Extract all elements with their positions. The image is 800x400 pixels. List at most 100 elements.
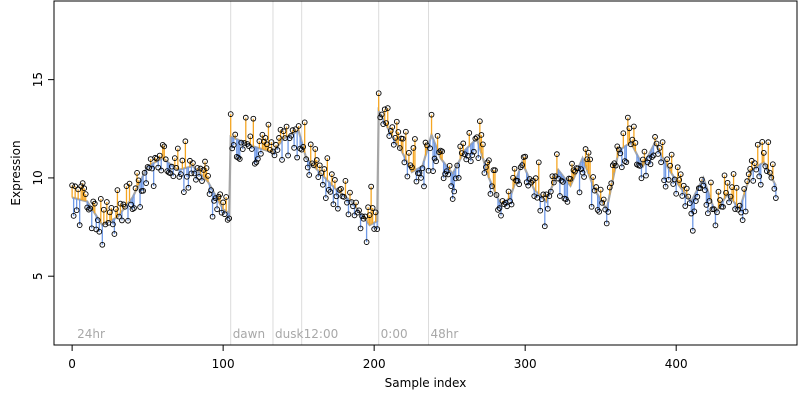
data-point xyxy=(759,139,766,145)
data-point xyxy=(682,203,689,209)
data-point xyxy=(766,169,773,176)
data-point xyxy=(540,191,547,198)
data-point xyxy=(316,162,323,169)
data-point xyxy=(446,162,453,169)
data-point xyxy=(656,145,663,151)
data-point xyxy=(493,192,500,198)
data-point xyxy=(79,180,86,186)
data-point xyxy=(614,143,621,150)
data-point xyxy=(399,135,406,142)
data-point xyxy=(547,188,554,195)
data-point xyxy=(310,162,317,169)
data-point xyxy=(75,186,82,193)
y-tick-label: 10 xyxy=(31,170,45,185)
data-point xyxy=(632,139,639,146)
data-point xyxy=(620,130,627,137)
data-point xyxy=(591,187,598,194)
data-point xyxy=(410,145,417,151)
data-point xyxy=(629,136,636,143)
data-point xyxy=(422,139,429,146)
data-point xyxy=(473,134,480,141)
data-point xyxy=(245,143,252,149)
data-point xyxy=(312,146,319,152)
data-point xyxy=(238,139,245,146)
data-point xyxy=(760,150,767,156)
data-point xyxy=(341,194,347,200)
data-point xyxy=(295,123,302,129)
data-point xyxy=(705,210,711,217)
data-point xyxy=(723,189,729,196)
data-point xyxy=(239,146,246,153)
data-point xyxy=(199,178,205,184)
data-point xyxy=(329,171,335,178)
data-point xyxy=(69,182,75,189)
data-point xyxy=(91,200,98,207)
data-point xyxy=(535,159,542,166)
data-point xyxy=(445,171,452,178)
data-point xyxy=(683,185,690,192)
data-point xyxy=(587,156,593,163)
data-point xyxy=(381,106,388,113)
data-point xyxy=(481,170,488,176)
data-point xyxy=(576,189,583,196)
data-point xyxy=(303,156,310,162)
x-tick-label: 200 xyxy=(363,357,386,371)
data-point xyxy=(306,172,313,178)
data-point xyxy=(81,185,88,192)
data-point xyxy=(324,155,331,161)
data-point xyxy=(567,175,574,182)
plot-frame xyxy=(53,0,798,346)
data-point xyxy=(736,202,743,209)
data-point xyxy=(321,166,328,172)
data-point xyxy=(393,118,400,125)
data-point xyxy=(427,145,433,152)
data-point xyxy=(267,147,273,153)
data-point xyxy=(768,174,775,181)
data-point xyxy=(457,143,464,150)
data-point xyxy=(477,118,483,125)
timepoint-marker-label: 12:00 xyxy=(304,327,339,341)
data-point xyxy=(522,153,529,160)
data-point xyxy=(268,139,275,145)
data-point xyxy=(110,221,116,228)
data-point xyxy=(549,173,556,180)
data-point xyxy=(221,211,228,218)
data-point xyxy=(525,182,532,189)
data-point xyxy=(188,170,195,177)
data-point xyxy=(301,119,308,126)
data-point xyxy=(97,196,104,202)
data-point xyxy=(338,185,344,192)
data-point xyxy=(640,156,646,163)
data-point xyxy=(174,145,181,152)
data-point xyxy=(751,160,758,166)
data-point xyxy=(470,148,477,155)
data-point xyxy=(179,157,186,164)
data-point xyxy=(551,179,557,186)
data-point xyxy=(345,211,352,218)
data-point xyxy=(691,208,698,215)
data-point xyxy=(218,209,225,216)
data-point xyxy=(531,193,538,200)
data-point xyxy=(208,187,214,193)
data-point xyxy=(273,141,279,148)
data-point xyxy=(694,193,701,200)
data-point xyxy=(94,217,101,223)
data-point xyxy=(265,121,272,128)
data-point xyxy=(596,208,603,215)
data-point xyxy=(387,127,394,134)
data-point xyxy=(73,207,80,214)
data-point xyxy=(771,185,778,192)
data-point xyxy=(588,203,595,210)
data-point xyxy=(667,162,673,169)
data-point xyxy=(708,179,714,186)
data-point xyxy=(366,212,373,218)
data-point xyxy=(330,201,337,208)
data-point xyxy=(430,168,436,174)
timepoint-marker-label: 24hr xyxy=(77,327,105,341)
data-point xyxy=(191,170,198,177)
data-point xyxy=(763,168,770,174)
data-point xyxy=(375,90,382,97)
data-point xyxy=(452,175,459,182)
data-point xyxy=(714,209,720,216)
